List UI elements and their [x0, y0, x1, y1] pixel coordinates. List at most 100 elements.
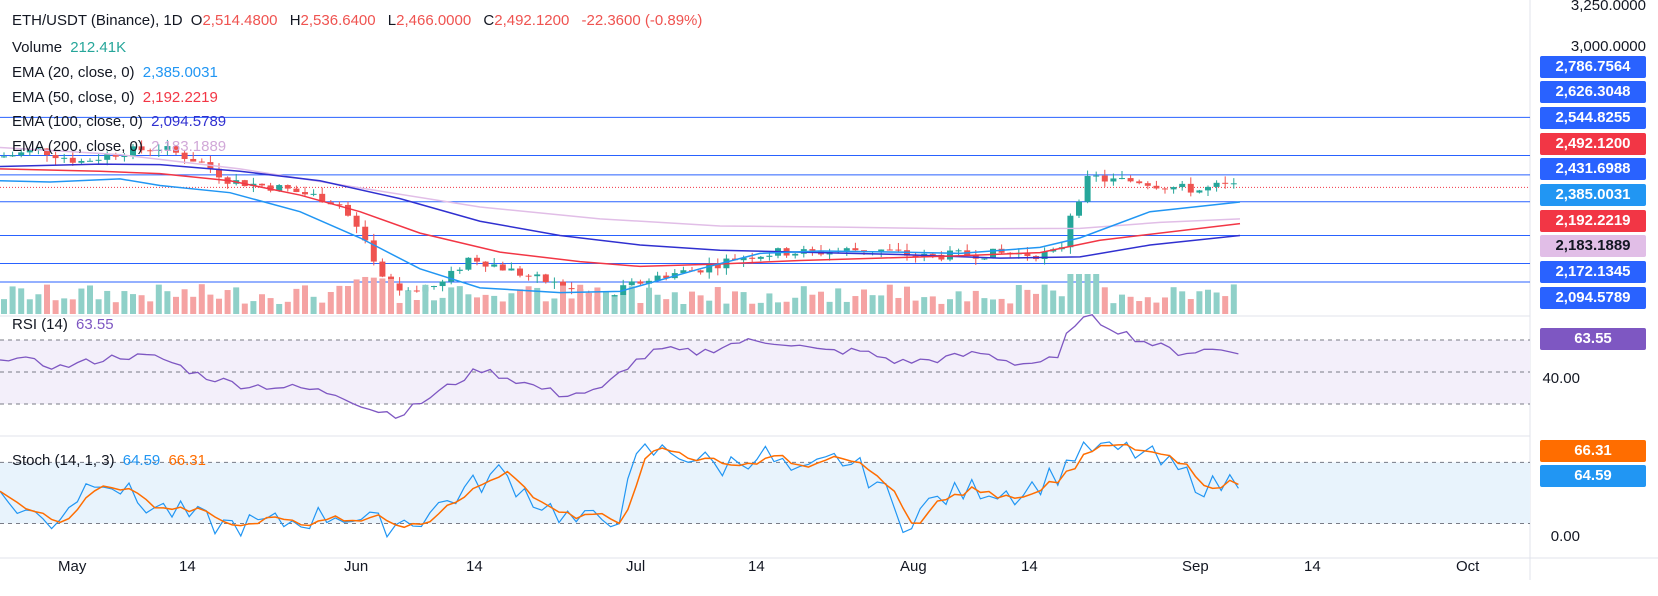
close-label: C	[483, 12, 495, 29]
candle-body	[1041, 251, 1048, 260]
candle-body	[396, 283, 403, 291]
price-tag: 2,786.7564	[1540, 56, 1646, 78]
legend-ema100[interactable]: EMA (100, close, 0) 2,094.5789	[12, 113, 230, 130]
candle-body	[69, 157, 76, 163]
low-value: 2,466.0000	[396, 12, 472, 29]
volume-bar	[499, 301, 506, 314]
volume-bar	[1076, 274, 1082, 314]
candle-body	[310, 193, 317, 195]
volume-bar	[895, 297, 902, 314]
candle-body	[628, 281, 635, 286]
rsi-line	[0, 314, 1239, 419]
volume-bar	[207, 294, 214, 314]
volume-bar	[388, 278, 394, 314]
legend-ema200[interactable]: EMA (200, close, 0) 2,183.1889	[12, 138, 230, 155]
price-tag: 2,192.2219	[1540, 210, 1646, 232]
volume-bar	[1093, 274, 1100, 314]
volume-bar	[121, 291, 128, 314]
ema50-value: 2,192.2219	[142, 89, 218, 106]
candle-body	[1196, 190, 1203, 193]
candle-body	[413, 290, 420, 292]
legend-stoch[interactable]: Stoch (14, 1, 3) 64.59 66.31	[12, 452, 210, 469]
candle-body	[499, 264, 506, 271]
candle-body	[1024, 253, 1031, 257]
volume-bar	[190, 296, 197, 314]
volume-bar	[353, 279, 360, 314]
time-tick-label: Aug	[900, 558, 927, 575]
candle-body	[345, 204, 351, 216]
volume-bar	[929, 296, 936, 314]
volume-bar	[568, 298, 575, 314]
legend-ema20[interactable]: EMA (20, close, 0) 2,385.0031	[12, 64, 222, 81]
candle-body	[456, 269, 463, 271]
volume-bar	[663, 299, 670, 314]
legend-volume[interactable]: Volume 212.41K	[12, 39, 130, 56]
candle-body	[534, 274, 541, 277]
candle-body	[147, 150, 154, 152]
volume-bar	[869, 295, 876, 314]
candle-body	[792, 253, 799, 256]
candle-body	[568, 288, 575, 290]
volume-bar	[1067, 274, 1074, 314]
candle-body	[448, 270, 455, 282]
open-label: O	[190, 12, 203, 29]
legend-rsi[interactable]: RSI (14) 63.55	[12, 316, 118, 333]
volume-bar	[69, 299, 76, 314]
volume-bar	[155, 284, 162, 314]
volume-bar	[1230, 284, 1237, 314]
price-tick-label: 3,250.0000	[1570, 0, 1646, 14]
volume-bar	[35, 294, 42, 314]
rsi-label: RSI (14)	[12, 316, 68, 333]
candle-body	[525, 275, 532, 277]
candle-body	[1205, 186, 1211, 191]
volume-bar	[474, 297, 480, 314]
volume-bar	[706, 300, 713, 314]
volume-bar	[52, 300, 59, 314]
candle-body	[1170, 187, 1177, 190]
volume-bar	[525, 286, 532, 314]
time-tick-label: 14	[1304, 558, 1321, 575]
candle-body	[1222, 182, 1229, 184]
volume-bar	[783, 301, 790, 314]
ema200-value: 2,183.1889	[151, 138, 227, 155]
time-tick-label: 14	[466, 558, 483, 575]
volume-bar	[921, 297, 928, 314]
high-group: H2,536.6400	[290, 12, 380, 29]
stoch-band	[0, 462, 1530, 524]
volume-bar	[1110, 303, 1117, 314]
volume-bar	[654, 294, 661, 314]
volume-bar	[1, 299, 7, 314]
candle-body	[852, 248, 859, 251]
volume-bar	[904, 286, 910, 314]
price-tag: 2,431.6988	[1540, 158, 1646, 180]
volume-bar	[981, 298, 988, 314]
candle-body	[895, 249, 902, 251]
candle-body	[1, 156, 7, 158]
volume-bar	[396, 302, 403, 314]
candle-body	[87, 160, 93, 162]
price-tick-label: 3,000.0000	[1570, 38, 1646, 55]
volume-bar	[646, 287, 652, 314]
ema20-line	[0, 178, 1241, 294]
volume-bar	[1162, 297, 1168, 314]
candle-body	[44, 148, 50, 156]
volume-bar	[1033, 293, 1039, 314]
time-tick-label: 14	[1021, 558, 1038, 575]
volume-bar	[173, 296, 179, 314]
price-tag: 2,544.8255	[1540, 107, 1646, 129]
ema50-label: EMA (50, close, 0)	[12, 89, 135, 106]
volume-bar	[560, 285, 566, 314]
volume-bar	[1050, 290, 1057, 314]
legend-ema50[interactable]: EMA (50, close, 0) 2,192.2219	[12, 89, 222, 106]
volume-bar	[233, 287, 240, 314]
volume-bar	[1196, 291, 1203, 314]
candle-body	[1187, 183, 1194, 193]
stoch-k-value: 64.59	[122, 452, 161, 469]
candle-body	[1093, 175, 1100, 177]
volume-bar	[1084, 274, 1091, 314]
candle-body	[637, 281, 644, 284]
candle-body	[508, 268, 515, 271]
volume-bar	[1041, 284, 1048, 314]
stoch-d-value: 66.31	[168, 452, 206, 469]
